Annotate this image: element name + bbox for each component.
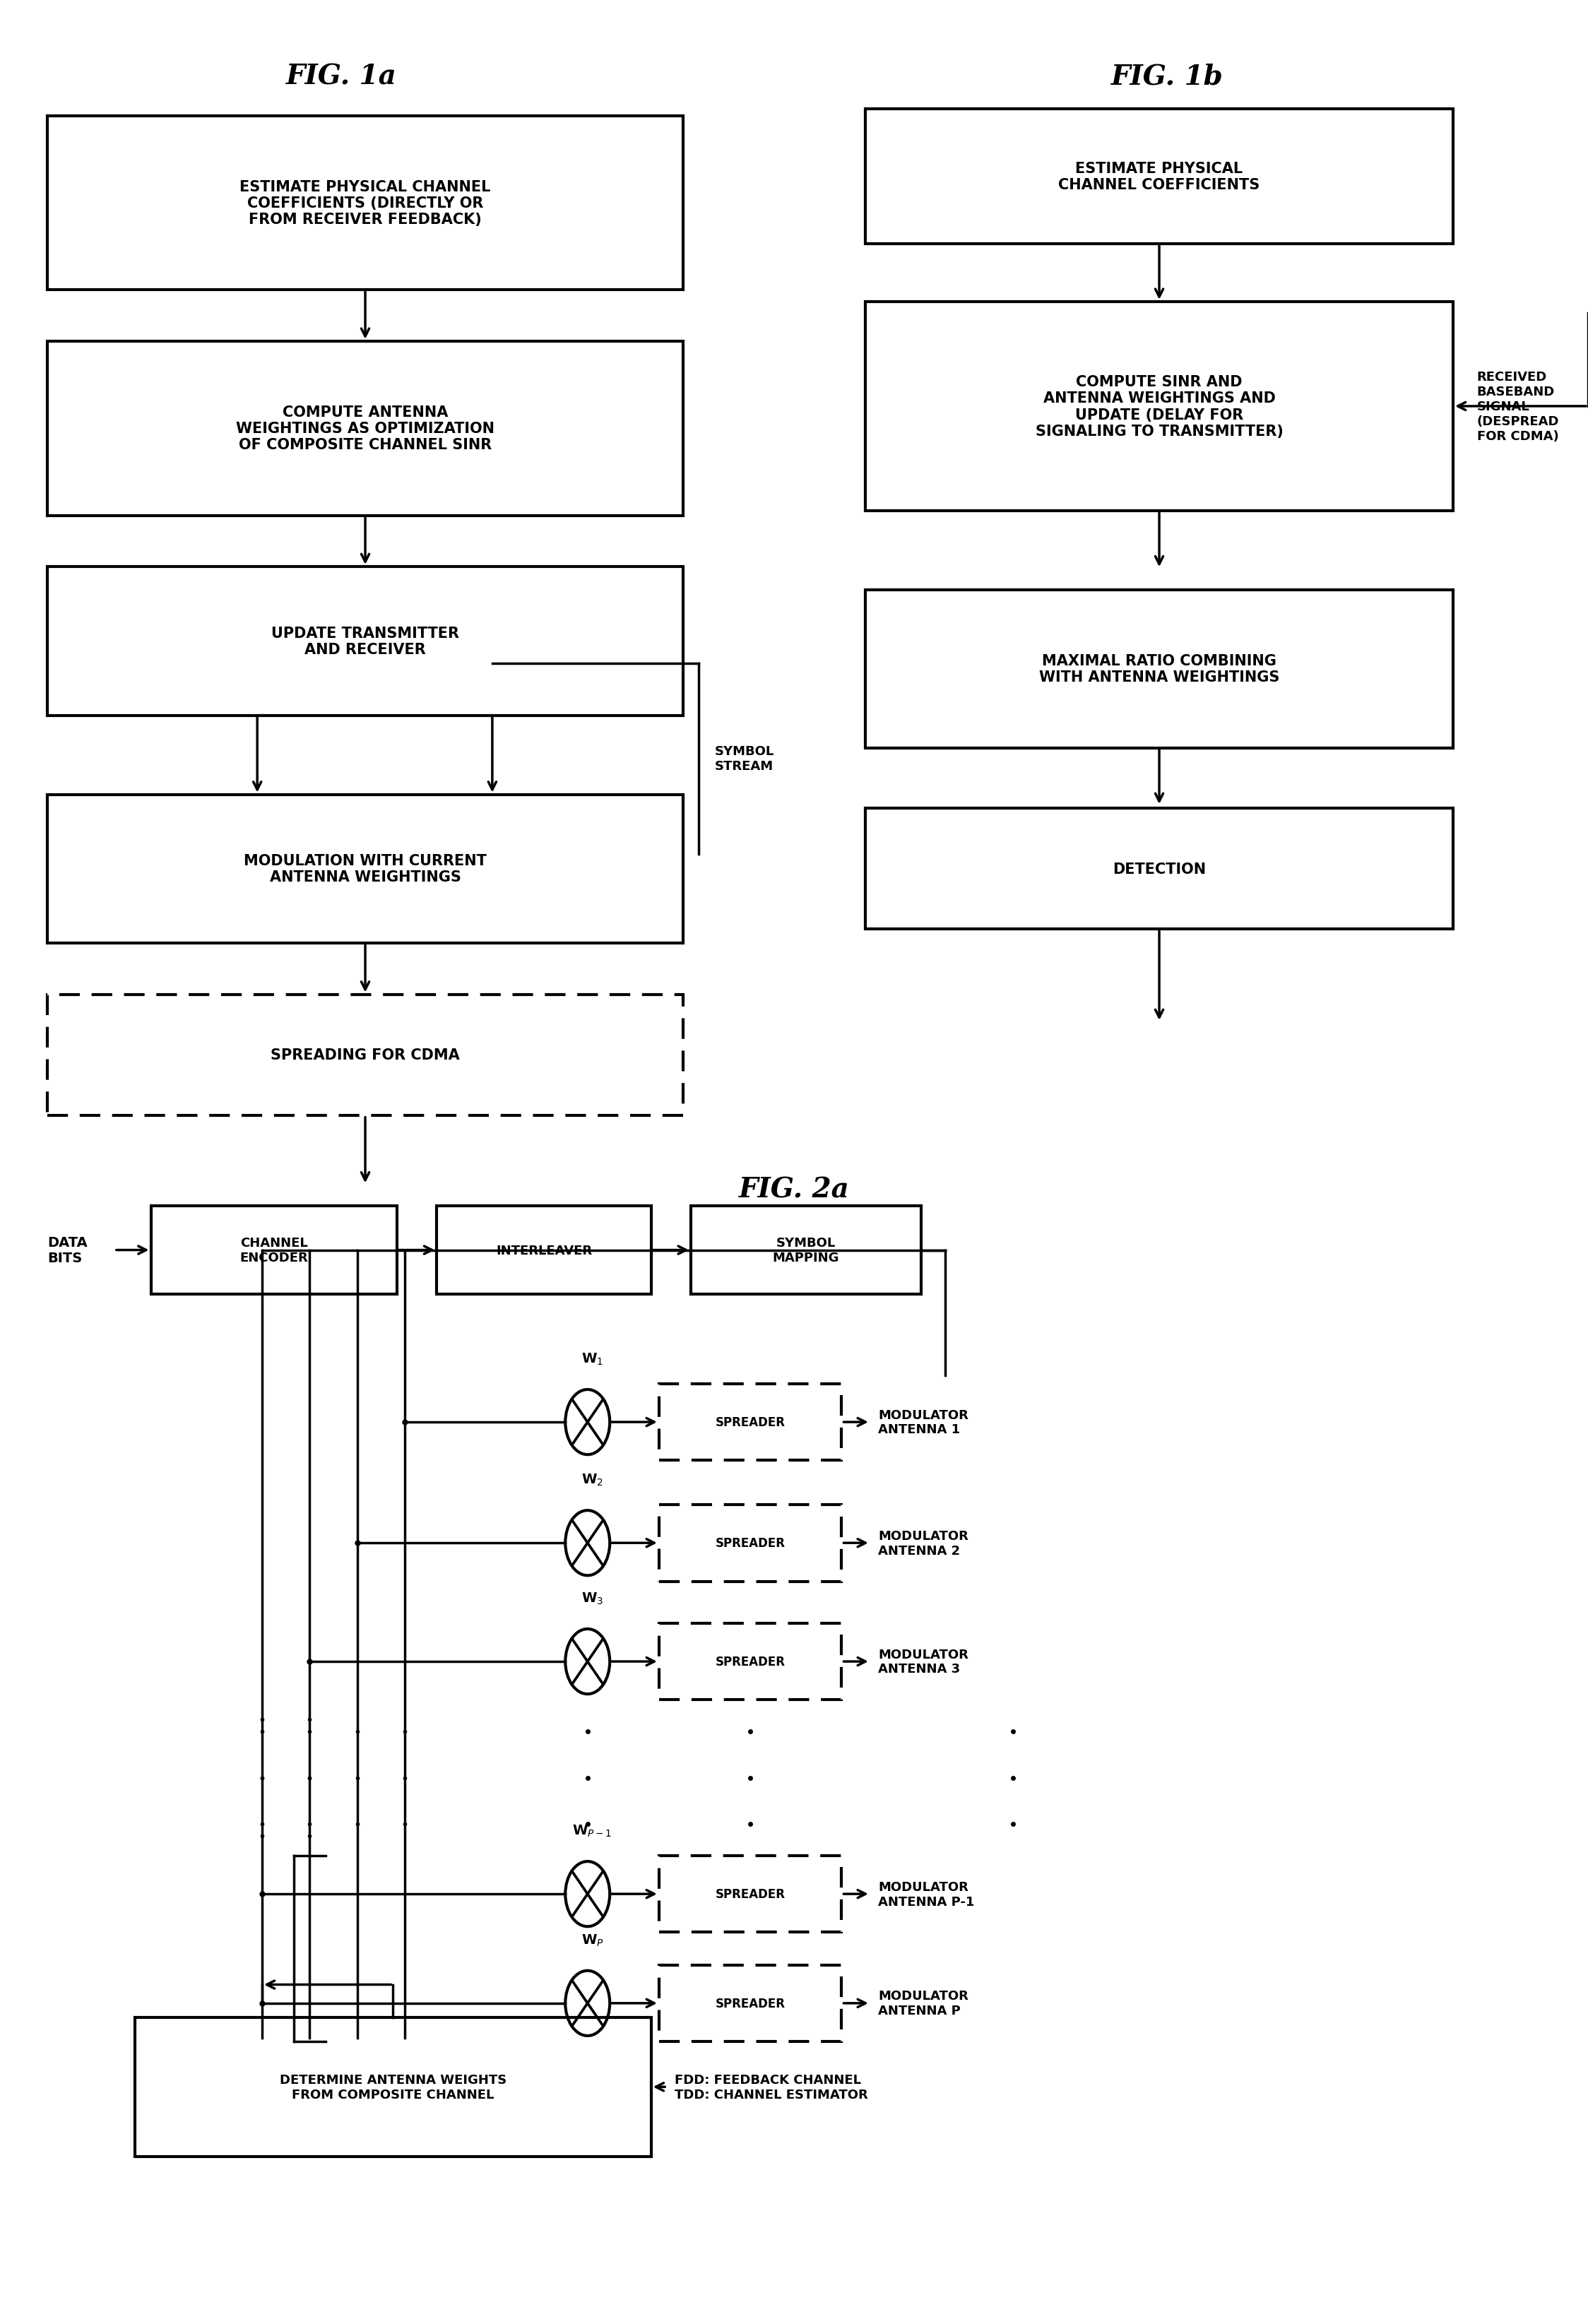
Bar: [659, 1855, 842, 1934]
Text: W$_1$: W$_1$: [581, 1353, 603, 1367]
Bar: [691, 1206, 921, 1294]
Text: MODULATOR
ANTENNA P: MODULATOR ANTENNA P: [878, 1989, 969, 2017]
Bar: [437, 1206, 651, 1294]
Text: W$_{P-1}$: W$_{P-1}$: [573, 1824, 611, 1838]
Text: FIG. 1a: FIG. 1a: [286, 63, 397, 91]
Text: W$_3$: W$_3$: [581, 1592, 603, 1606]
Bar: [48, 116, 683, 290]
Text: FIG. 2a: FIG. 2a: [738, 1176, 850, 1204]
Text: DETERMINE ANTENNA WEIGHTS
FROM COMPOSITE CHANNEL: DETERMINE ANTENNA WEIGHTS FROM COMPOSITE…: [279, 2073, 507, 2101]
Text: COMPUTE SINR AND
ANTENNA WEIGHTINGS AND
UPDATE (DELAY FOR
SIGNALING TO TRANSMITT: COMPUTE SINR AND ANTENNA WEIGHTINGS AND …: [1035, 374, 1283, 439]
Text: W$_2$: W$_2$: [581, 1473, 603, 1487]
Text: MODULATOR
ANTENNA P-1: MODULATOR ANTENNA P-1: [878, 1880, 975, 1908]
Text: FIG. 1b: FIG. 1b: [1112, 63, 1223, 91]
Text: SPREADER: SPREADER: [715, 1415, 786, 1429]
Text: DETECTION: DETECTION: [1113, 862, 1205, 876]
Bar: [659, 1964, 842, 2040]
Text: DATA
BITS: DATA BITS: [48, 1236, 87, 1264]
Bar: [865, 302, 1453, 511]
Text: SPREADER: SPREADER: [715, 1996, 786, 2010]
Text: SPREADER: SPREADER: [715, 1887, 786, 1901]
Bar: [659, 1385, 842, 1462]
Text: MAXIMAL RATIO COMBINING
WITH ANTENNA WEIGHTINGS: MAXIMAL RATIO COMBINING WITH ANTENNA WEI…: [1039, 653, 1280, 686]
Bar: [48, 567, 683, 716]
Text: INTERLEAVER: INTERLEAVER: [495, 1243, 592, 1257]
Bar: [135, 2017, 651, 2157]
Text: RECEIVED
BASEBAND
SIGNAL
(DESPREAD
FOR CDMA): RECEIVED BASEBAND SIGNAL (DESPREAD FOR C…: [1477, 372, 1559, 442]
Text: MODULATOR
ANTENNA 2: MODULATOR ANTENNA 2: [878, 1529, 969, 1557]
Text: MODULATION WITH CURRENT
ANTENNA WEIGHTINGS: MODULATION WITH CURRENT ANTENNA WEIGHTIN…: [245, 853, 486, 885]
Bar: [865, 109, 1453, 244]
Text: SPREADING FOR CDMA: SPREADING FOR CDMA: [270, 1048, 461, 1062]
Text: COMPUTE ANTENNA
WEIGHTINGS AS OPTIMIZATION
OF COMPOSITE CHANNEL SINR: COMPUTE ANTENNA WEIGHTINGS AS OPTIMIZATI…: [237, 404, 494, 453]
Bar: [48, 795, 683, 944]
Bar: [151, 1206, 397, 1294]
Text: MODULATOR
ANTENNA 3: MODULATOR ANTENNA 3: [878, 1648, 969, 1676]
Text: FDD: FEEDBACK CHANNEL
TDD: CHANNEL ESTIMATOR: FDD: FEEDBACK CHANNEL TDD: CHANNEL ESTIM…: [675, 2073, 869, 2101]
Bar: [659, 1622, 842, 1701]
Bar: [865, 590, 1453, 748]
Text: UPDATE TRANSMITTER
AND RECEIVER: UPDATE TRANSMITTER AND RECEIVER: [272, 625, 459, 658]
Text: SYMBOL
MAPPING: SYMBOL MAPPING: [772, 1236, 840, 1264]
Text: SPREADER: SPREADER: [715, 1655, 786, 1669]
Text: SYMBOL
STREAM: SYMBOL STREAM: [715, 746, 773, 772]
Text: ESTIMATE PHYSICAL CHANNEL
COEFFICIENTS (DIRECTLY OR
FROM RECEIVER FEEDBACK): ESTIMATE PHYSICAL CHANNEL COEFFICIENTS (…: [240, 179, 491, 228]
Bar: [48, 342, 683, 516]
Text: ESTIMATE PHYSICAL
CHANNEL COEFFICIENTS: ESTIMATE PHYSICAL CHANNEL COEFFICIENTS: [1059, 160, 1259, 193]
Text: SPREADER: SPREADER: [715, 1536, 786, 1550]
Bar: [865, 809, 1453, 930]
Text: W$_P$: W$_P$: [581, 1934, 603, 1948]
Text: CHANNEL
ENCODER: CHANNEL ENCODER: [240, 1236, 308, 1264]
Bar: [659, 1506, 842, 1583]
Text: MODULATOR
ANTENNA 1: MODULATOR ANTENNA 1: [878, 1408, 969, 1436]
Bar: [48, 995, 683, 1116]
